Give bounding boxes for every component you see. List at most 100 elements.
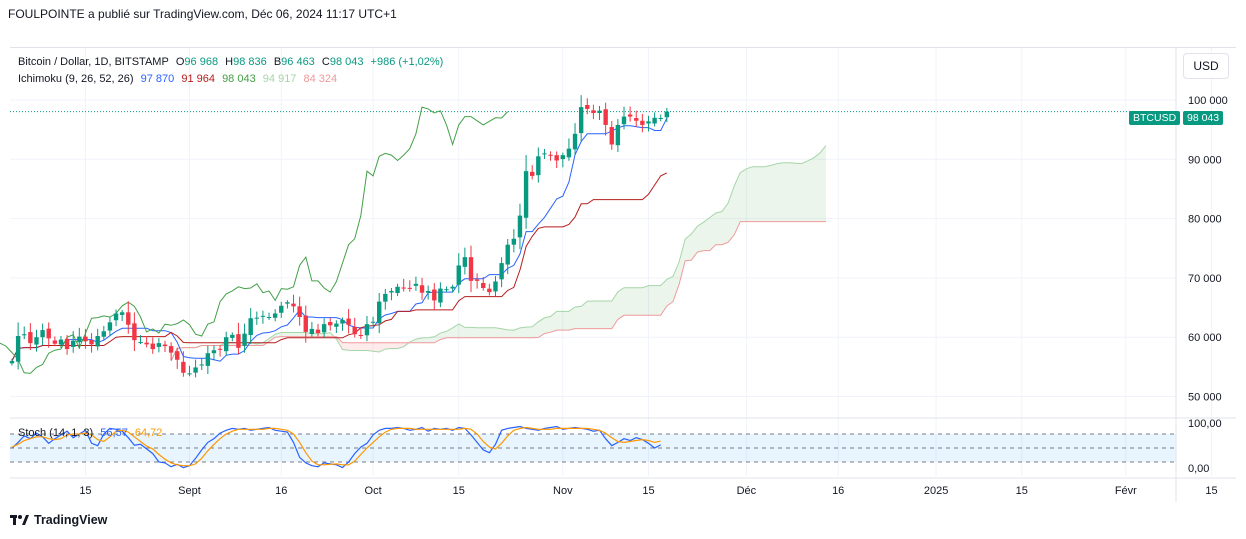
cloud-segment [795, 163, 802, 222]
cloud-segment [593, 301, 600, 329]
candle [22, 326, 27, 340]
candle [425, 285, 431, 300]
candle-body [658, 117, 663, 119]
candle-body [578, 107, 584, 134]
candle [248, 308, 253, 345]
high-value: 98 836 [233, 56, 267, 68]
cloud-segment [501, 328, 508, 338]
cloud-segment [287, 332, 294, 337]
candle-body [150, 343, 155, 350]
cloud-segment [630, 287, 637, 316]
price-tag-value: 98 043 [1183, 111, 1224, 125]
candle-body [309, 328, 315, 334]
candle [450, 284, 455, 293]
y-tick-label: 70 000 [1188, 273, 1222, 285]
currency-button[interactable]: USD [1183, 53, 1229, 79]
candle-body [205, 353, 211, 366]
candle-body [419, 285, 425, 293]
candle [266, 312, 272, 320]
candle [15, 322, 21, 370]
candle-body [77, 336, 82, 343]
candle [58, 335, 64, 349]
candle [175, 347, 180, 369]
cloud-segment [758, 166, 765, 222]
candle-body [407, 287, 412, 289]
x-tick-label: 16 [275, 485, 287, 497]
candle [591, 104, 596, 120]
candle-body [15, 336, 21, 362]
candle-body [297, 306, 302, 318]
cloud-segment [526, 326, 533, 338]
y-tick-label: 80 000 [1188, 214, 1222, 226]
x-tick-label: 15 [79, 485, 91, 497]
candle-body [211, 350, 217, 354]
candle-body [126, 312, 131, 325]
candle-body [95, 336, 100, 347]
cloud-segment [581, 301, 588, 329]
candle [254, 311, 259, 325]
cloud-segment [464, 327, 471, 338]
cloud-segment [624, 287, 631, 316]
price-tag-symbol: BTCUSD [1129, 111, 1181, 125]
lagging-span [0, 106, 509, 374]
cloud-segment [471, 327, 478, 338]
cloud-segment [293, 332, 300, 337]
candle-body [603, 109, 608, 125]
candle-body [444, 289, 449, 291]
candle [168, 342, 174, 361]
candle-body [572, 133, 578, 150]
candle-body [456, 265, 461, 285]
candle-body [511, 238, 517, 245]
legend-stoch: Stoch (14, 1, 3) 56,57 64,72 [18, 427, 166, 439]
legend-change: +986 (+1,02%) [370, 56, 444, 68]
candle-body [548, 154, 553, 156]
cloud-segment [269, 334, 276, 342]
open-value: 96 968 [184, 56, 219, 68]
candle [328, 317, 333, 331]
candle [113, 309, 119, 327]
cloud-segment [513, 327, 520, 338]
cloud-segment [599, 301, 606, 329]
ichimoku-label[interactable]: Ichimoku (9, 26, 52, 26) [18, 73, 134, 85]
candle-body [468, 257, 474, 281]
cloud-segment [318, 333, 325, 337]
candle-body [199, 364, 204, 366]
candle-body [113, 313, 119, 321]
cloud-segment [648, 285, 655, 316]
cloud-segment [611, 291, 618, 329]
legend-main: Bitcoin / Dollar, 1D, BITSTAMP O96 968 H… [18, 56, 447, 68]
candle-body [242, 333, 247, 346]
candles-layer [9, 95, 670, 378]
cloud-segment [789, 162, 796, 222]
cloud-segment [556, 311, 563, 331]
cloud-segment [562, 311, 569, 331]
cloud-segment [458, 324, 465, 338]
candle-body [254, 317, 259, 319]
candle [34, 329, 39, 352]
candle [205, 345, 211, 375]
candle-body [52, 340, 58, 344]
cloud-segment [666, 276, 673, 307]
candle [28, 323, 33, 350]
tradingview-logo[interactable]: TradingView [10, 513, 107, 527]
candle [89, 333, 94, 353]
candle-body [340, 320, 345, 324]
candle [315, 323, 321, 337]
candle-body [101, 331, 106, 337]
cloud-segment [428, 336, 435, 343]
cloud-segment [770, 163, 777, 222]
cloud-segment [801, 160, 808, 222]
y-tick-label: 60 000 [1188, 332, 1222, 344]
x-tick-label: 16 [832, 485, 844, 497]
candle-body [224, 337, 229, 352]
legend-symbol[interactable]: Bitcoin / Dollar, 1D, BITSTAMP [18, 56, 169, 68]
candle-body [22, 334, 27, 336]
candle-body [346, 318, 351, 325]
candle-body [193, 367, 198, 373]
cloud-segment [752, 166, 759, 222]
candle [536, 147, 541, 183]
candle-body [438, 288, 443, 303]
candle-body [107, 322, 113, 331]
stoch-label[interactable]: Stoch (14, 1, 3) [18, 427, 94, 439]
